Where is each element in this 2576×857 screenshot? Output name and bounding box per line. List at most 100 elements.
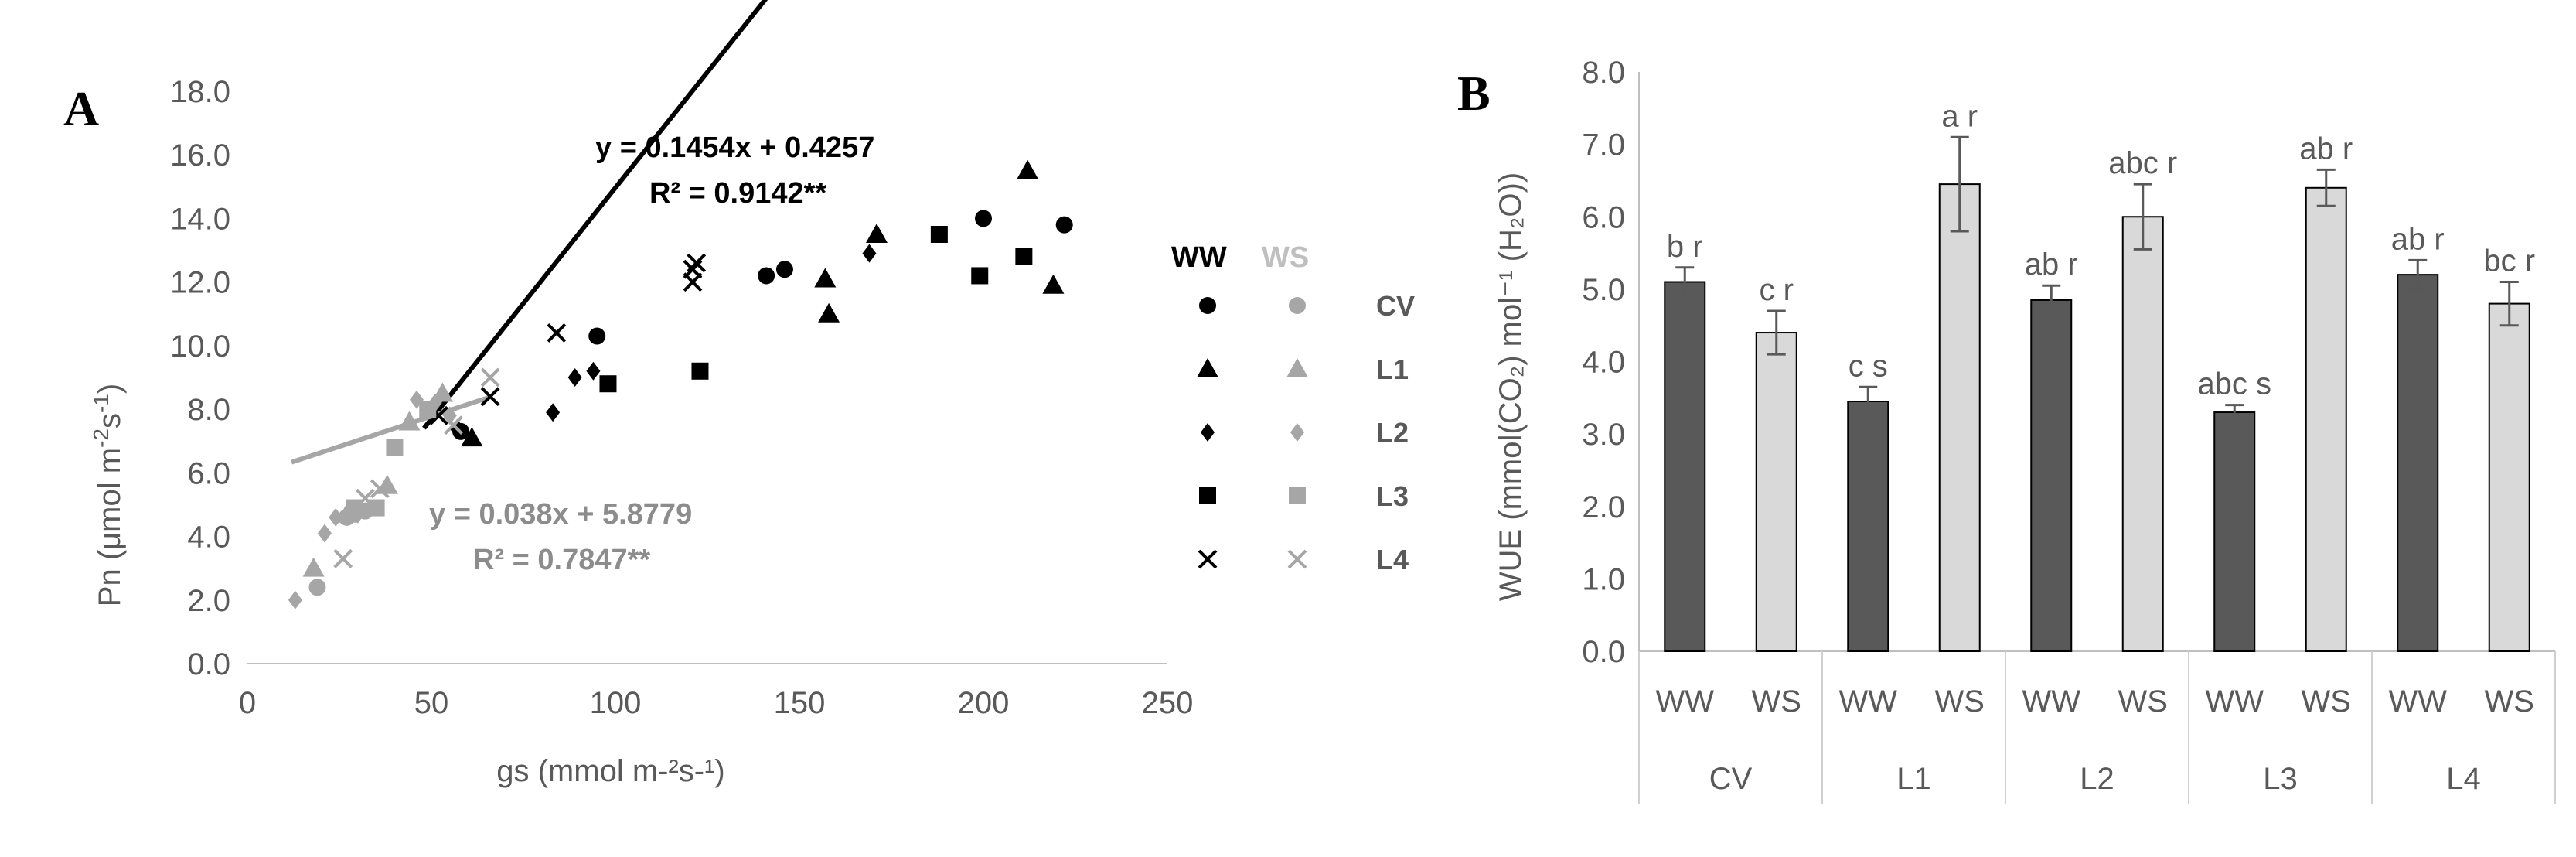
significance-label-l1-ws: a r [1941, 99, 1978, 133]
panel-a-x-tick-label: 200 [958, 686, 1010, 720]
panel-b-letter: B [1457, 66, 1491, 121]
bar-cv-ww [1664, 281, 1706, 652]
legend-label-l3: L3 [1376, 480, 1409, 512]
point-ww-l4 [480, 387, 500, 407]
ws-equation: y = 0.038x + 5.8779 [429, 498, 692, 531]
bar-l2-ws [2121, 216, 2164, 652]
panel-b-y-tick-label: 8.0 [1582, 56, 1625, 90]
point-ww-l1 [814, 268, 837, 288]
panel-a-y-tick-label: 0.0 [187, 647, 230, 681]
panel-a-x-axis-title: gs (mmol m-²s-¹) [496, 754, 725, 788]
ww-equation: y = 0.1454x + 0.4257 [595, 131, 874, 164]
condition-label-ww: WW [1655, 685, 1714, 719]
panel-b-y-tick-label: 4.0 [1582, 346, 1625, 380]
condition-label-ww: WW [1838, 685, 1897, 719]
error-bar-l4-ww [2408, 258, 2428, 291]
trendline-ww [422, 0, 768, 430]
point-ww-l2 [567, 368, 582, 387]
legend-markers [1197, 297, 1308, 569]
panel-b-tick-labels: 0.0 1.0 2.0 3.0 4.0 5.0 6.0 7.0 8.0 CV WW WS L1 WW WS L… [1582, 56, 2534, 796]
condition-label-ww: WW [2205, 685, 2264, 719]
error-bar-l1-ww [1859, 385, 1878, 418]
panel-a-y-tick-label: 12.0 [170, 266, 230, 300]
point-ws-l2 [329, 507, 343, 527]
group-label-l2: L2 [2080, 762, 2114, 796]
panel-a-points [288, 159, 1073, 609]
panel-a-y-tick-label: 10.0 [170, 329, 230, 364]
condition-label-ws: WS [2118, 685, 2168, 719]
panel-b-y-tick-label: 5.0 [1582, 273, 1625, 307]
error-bar-l1-ws [1950, 135, 1969, 233]
point-ww-l2 [862, 244, 877, 263]
point-ws-l4 [355, 488, 375, 508]
panel-a-y-axis-title: Pn (μmol m-2s-1) [89, 384, 128, 606]
point-ww-l1 [818, 302, 840, 323]
error-bar-l4-ws [2499, 281, 2519, 327]
point-ww-l2 [546, 403, 561, 422]
point-ww-l4 [547, 323, 567, 343]
legend-marker-ws-cv [1289, 297, 1306, 314]
panel-a-y-tick-label: 6.0 [187, 456, 230, 490]
bar-l4-ws [2488, 302, 2530, 652]
point-ws-l2 [442, 406, 457, 425]
bar-l1-ww [1847, 400, 1889, 653]
point-ww-l3 [930, 226, 948, 243]
ws-r-squared: R² = 0.7847** [473, 544, 650, 576]
point-ws-l2 [288, 590, 302, 609]
legend-label-l1: L1 [1376, 353, 1409, 385]
legend-marker-ws-l3 [1289, 487, 1306, 504]
significance-label-l4-ws: bc r [2483, 244, 2535, 278]
panel-a-x-tick-label: 100 [590, 686, 642, 720]
significance-label-l1-ww: c s [1849, 349, 1888, 383]
panel-a-tick-labels: 0.0 2.0 4.0 6.0 8.0 10.0 12.0 14.0 16.0 18.0 0 50 10… [170, 75, 1193, 720]
point-ww-l1 [865, 224, 888, 243]
point-ws-l3 [386, 439, 404, 456]
condition-label-ww: WW [2388, 685, 2447, 719]
point-ww-l2 [586, 361, 601, 381]
significance-label-l4-ww: ab r [2391, 222, 2445, 256]
panel-a-y-tick-label: 8.0 [187, 393, 230, 427]
point-ww-cv [1055, 216, 1073, 234]
bar-l3-ws [2305, 186, 2347, 653]
point-ws-l4 [370, 479, 390, 499]
point-ww-l1 [1042, 274, 1065, 294]
point-ww-cv [758, 267, 775, 285]
panel-a-x-tick-label: 150 [774, 686, 826, 720]
significance-label-cv-ww: b r [1667, 230, 1703, 264]
error-bar-cv-ws [1767, 309, 1786, 356]
legend-header-ww: WW [1171, 241, 1227, 274]
ww-r-squared: R² = 0.9142** [649, 177, 826, 210]
point-ws-cv [308, 579, 326, 596]
point-ws-l1 [302, 557, 325, 577]
group-label-l1: L1 [1896, 762, 1931, 796]
significance-label-l2-ww: ab r [2025, 248, 2078, 282]
error-bar-cv-ww [1675, 266, 1695, 298]
panel-a-scatter-chart: A 0.0 2.0 4.0 6.0 8.0 10.0 12.0 14.0 16.0 18.0 0 50… [63, 0, 1415, 788]
point-ww-l1 [1017, 159, 1039, 179]
point-ww-l4 [687, 253, 707, 273]
point-ww-cv [775, 261, 793, 278]
point-ww-cv [588, 327, 606, 345]
significance-label-l2-ws: abc r [2108, 146, 2177, 180]
point-ww-l3 [971, 267, 989, 285]
significance-label-l3-ww: abc s [2197, 367, 2271, 401]
point-ws-l4 [333, 548, 353, 568]
panel-a-y-tick-label: 16.0 [170, 138, 230, 172]
bar-l4-ww [2397, 274, 2439, 652]
point-ww-l1 [461, 427, 483, 447]
error-bar-l3-ww [2225, 404, 2244, 421]
condition-label-ww: WW [2022, 685, 2080, 719]
panel-b-y-tick-label: 7.0 [1582, 128, 1625, 162]
legend-marker-ww-l4 [1198, 549, 1218, 569]
panel-a-trendlines [291, 0, 768, 465]
panel-a-legend: WW WS CV L1 L2 L3 L4 [1171, 241, 1415, 575]
bar-l1-ws [1938, 183, 1981, 652]
bar-l2-ww [2030, 299, 2073, 652]
group-label-l3: L3 [2263, 762, 2298, 796]
point-ww-l3 [1015, 248, 1033, 265]
legend-marker-ww-l1 [1197, 358, 1218, 377]
point-ww-cv [975, 210, 992, 227]
error-bar-l2-ww [2042, 284, 2061, 316]
legend-label-cv: CV [1376, 290, 1415, 322]
point-ws-l1 [398, 411, 421, 431]
